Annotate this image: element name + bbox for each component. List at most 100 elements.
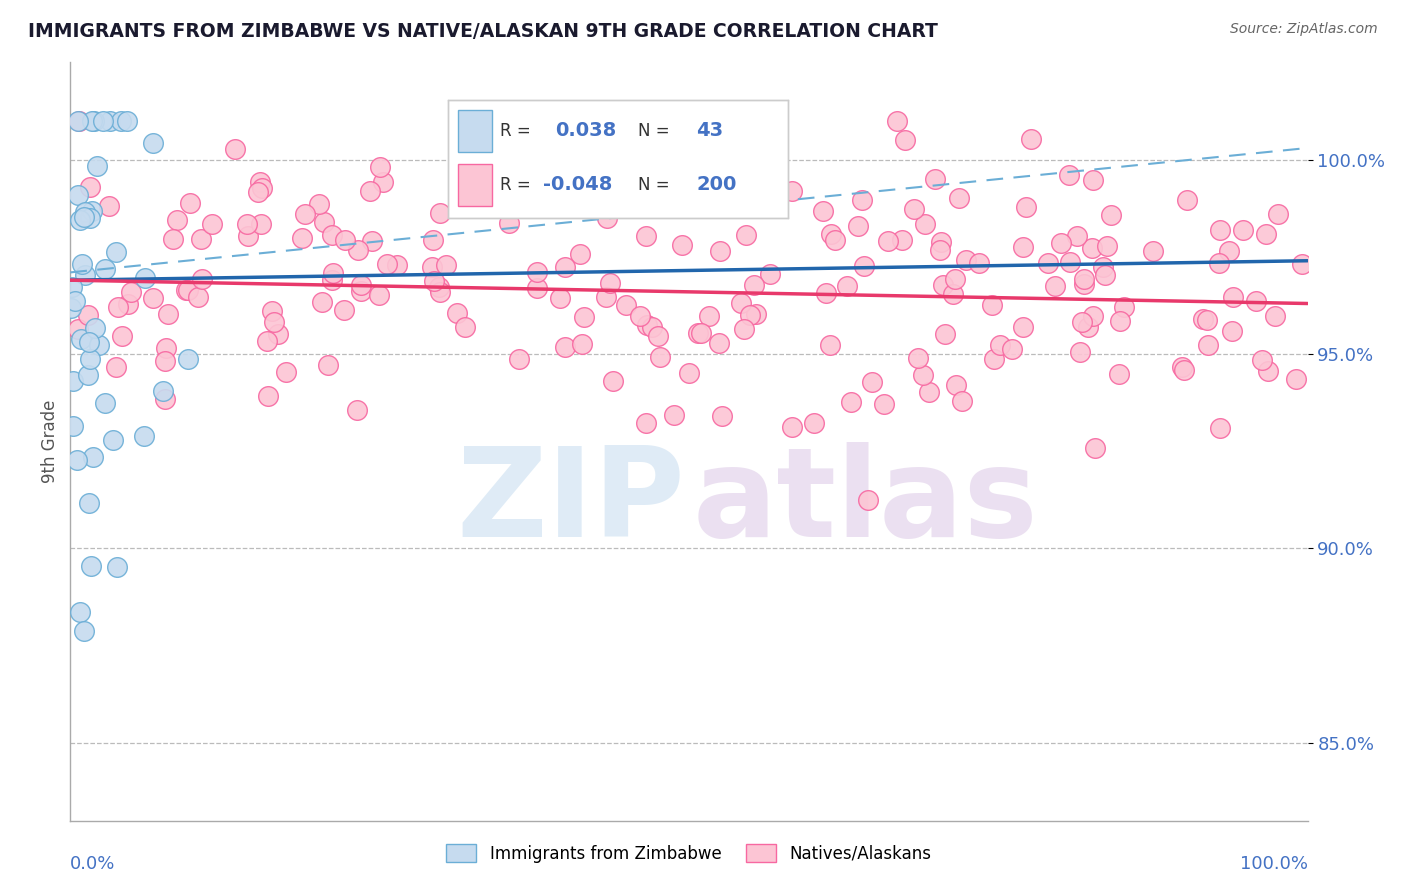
Point	[155, 392, 177, 407]
Point	[1208, 222, 1230, 236]
Point	[291, 231, 314, 245]
Point	[98, 113, 121, 128]
Text: IMMIGRANTS FROM ZIMBABWE VS NATIVE/ALASKAN 9TH GRADE CORRELATION CHART: IMMIGRANTS FROM ZIMBABWE VS NATIVE/ALASK…	[28, 22, 938, 41]
Point	[321, 273, 343, 287]
Point	[759, 267, 782, 281]
Point	[1036, 256, 1059, 270]
Point	[628, 309, 651, 323]
Point	[914, 217, 936, 231]
Point	[152, 384, 174, 398]
Point	[1218, 244, 1240, 259]
Point	[929, 243, 952, 257]
Point	[636, 229, 658, 244]
Text: 100.0%: 100.0%	[1240, 855, 1308, 872]
Point	[1108, 314, 1130, 328]
Point	[236, 217, 259, 231]
Point	[1171, 360, 1194, 375]
Legend: Immigrants from Zimbabwe, Natives/Alaskans: Immigrants from Zimbabwe, Natives/Alaska…	[440, 838, 938, 869]
Point	[1197, 338, 1219, 352]
Point	[238, 229, 260, 244]
Point	[1073, 271, 1095, 285]
Y-axis label: 9th Grade: 9th Grade	[41, 400, 59, 483]
Point	[187, 290, 209, 304]
Point	[599, 276, 621, 290]
Point	[780, 419, 803, 434]
Point	[554, 260, 576, 274]
Point	[735, 227, 758, 242]
Point	[945, 378, 967, 392]
Point	[903, 202, 925, 217]
Point	[360, 234, 382, 248]
Point	[1142, 244, 1164, 258]
Point	[274, 365, 297, 379]
Point	[932, 278, 955, 293]
Point	[69, 213, 91, 227]
Point	[641, 319, 664, 334]
Point	[526, 281, 548, 295]
Point	[1099, 208, 1122, 222]
Point	[142, 291, 165, 305]
Point	[427, 280, 450, 294]
Point	[1092, 260, 1115, 275]
Point	[67, 322, 90, 336]
Point	[69, 605, 91, 619]
Point	[924, 171, 946, 186]
Point	[1264, 309, 1286, 323]
Point	[707, 335, 730, 350]
Point	[824, 233, 846, 247]
Point	[1192, 312, 1215, 326]
Point	[470, 146, 492, 161]
Point	[77, 368, 100, 383]
Point	[839, 395, 862, 409]
Point	[62, 280, 84, 294]
Point	[1222, 290, 1244, 304]
Point	[385, 258, 408, 272]
Point	[347, 243, 370, 257]
Text: ZIP: ZIP	[457, 442, 685, 563]
Point	[856, 493, 879, 508]
Point	[814, 286, 837, 301]
Point	[87, 338, 110, 352]
Point	[82, 450, 104, 464]
Point	[110, 113, 132, 128]
Point	[117, 297, 139, 311]
Point	[434, 258, 457, 272]
Point	[422, 274, 444, 288]
Point	[73, 624, 96, 638]
Point	[1173, 363, 1195, 377]
Point	[912, 368, 935, 382]
Point	[107, 300, 129, 314]
Point	[63, 294, 86, 309]
Point	[818, 338, 841, 352]
Point	[422, 233, 444, 247]
Point	[918, 384, 941, 399]
Point	[837, 279, 859, 293]
Point	[1019, 132, 1042, 146]
Point	[73, 211, 96, 225]
Point	[62, 374, 84, 388]
Point	[250, 181, 273, 195]
Point	[1254, 227, 1277, 242]
Point	[1220, 324, 1243, 338]
Point	[554, 339, 576, 353]
Point	[942, 287, 965, 301]
Point	[1015, 200, 1038, 214]
Point	[1112, 300, 1135, 314]
Point	[948, 191, 970, 205]
Point	[83, 113, 105, 128]
Point	[333, 303, 356, 318]
Point	[664, 408, 686, 422]
Point	[86, 159, 108, 173]
Point	[1011, 319, 1033, 334]
Point	[967, 256, 990, 270]
Point	[377, 258, 399, 272]
Point	[846, 219, 869, 234]
Point	[1251, 353, 1274, 368]
Point	[678, 367, 700, 381]
Point	[314, 215, 336, 229]
Point	[636, 417, 658, 431]
Point	[80, 203, 103, 218]
Point	[1059, 254, 1081, 268]
Point	[745, 199, 768, 213]
Point	[77, 335, 100, 350]
